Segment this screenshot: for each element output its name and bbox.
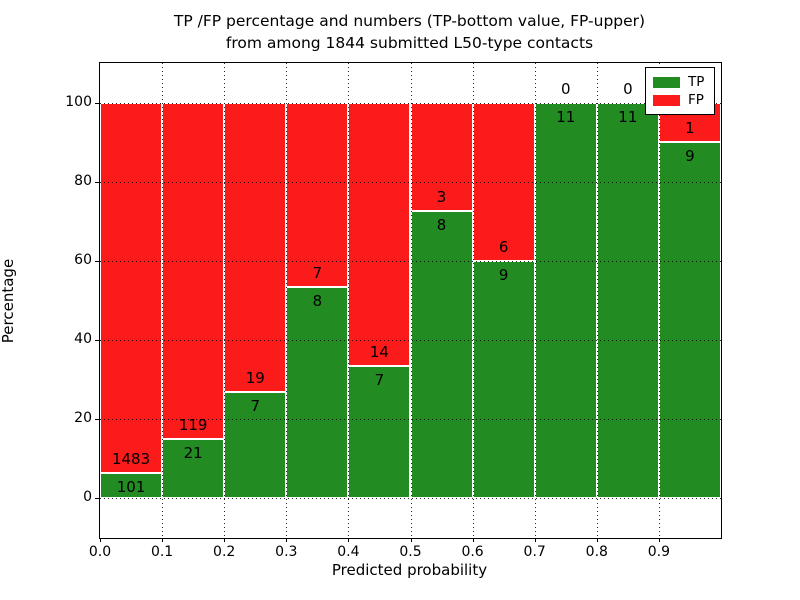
x-tick-label-9: 0.9 [647, 544, 671, 560]
y-axis-label: Percentage [0, 258, 17, 344]
tp-count-label-4: 7 [374, 371, 385, 390]
bar-segment-fp-4 [348, 102, 411, 367]
bar-segment-tp-6 [472, 260, 535, 499]
tp-count-label-6: 9 [498, 265, 509, 284]
fp-count-label-1: 119 [178, 416, 208, 435]
fp-count-label-5: 3 [436, 187, 447, 206]
x-tick-label-1: 0.1 [150, 544, 174, 560]
tp-swatch-icon [653, 76, 680, 88]
x-tick-mark-0 [100, 538, 101, 542]
y-tick-label-0: 0 [83, 489, 92, 506]
gridline-horizontal-2 [100, 340, 721, 342]
tp-count-label-0: 101 [116, 478, 146, 497]
bar-segment-tp-5 [410, 210, 473, 499]
gridline-vertical-4 [348, 63, 350, 538]
x-tick-mark-4 [348, 538, 350, 542]
tp-count-label-8: 11 [618, 107, 638, 126]
gridline-vertical-7 [534, 63, 536, 538]
x-tick-mark-9 [658, 538, 660, 542]
fp-count-label-0: 1483 [111, 450, 151, 469]
x-tick-mark-1 [162, 538, 164, 542]
x-tick-label-3: 0.3 [275, 544, 298, 560]
tp-count-label-1: 21 [183, 444, 203, 463]
chart-title: TP /FP percentage and numbers (TP-bottom… [99, 10, 720, 54]
bar-segment-tp-3 [286, 287, 349, 499]
fp-count-label-9: 1 [685, 119, 695, 138]
x-tick-label-4: 0.4 [337, 544, 360, 560]
bar-segment-tp-9 [658, 142, 721, 499]
bar-segment-fp-6 [472, 102, 535, 261]
y-tick-mark-5 [95, 102, 99, 104]
legend-label-tp: TP [688, 74, 705, 90]
x-tick-mark-7 [534, 538, 536, 542]
fp-count-label-4: 14 [369, 343, 389, 362]
bar-segment-tp-4 [348, 366, 411, 499]
x-tick-label-7: 0.7 [523, 544, 546, 560]
y-tick-mark-2 [95, 340, 99, 342]
y-tick-label-4: 80 [74, 172, 92, 189]
bar-segment-tp-8 [596, 102, 659, 499]
y-tick-mark-1 [95, 419, 99, 421]
fp-swatch-icon [653, 94, 680, 106]
gridline-vertical-8 [596, 63, 598, 538]
bar-segment-tp-7 [534, 102, 597, 499]
gridline-horizontal-3 [100, 260, 721, 262]
y-tick-label-2: 40 [74, 331, 92, 348]
gridline-vertical-3 [286, 63, 288, 538]
gridline-horizontal-0 [100, 498, 721, 500]
bar-segment-fp-1 [162, 102, 225, 440]
bar-segment-tp-1 [162, 439, 225, 499]
y-tick-mark-4 [95, 181, 99, 183]
bar-segment-fp-0 [100, 102, 163, 474]
legend: TP FP [645, 67, 715, 115]
tp-count-label-9: 9 [685, 147, 695, 166]
legend-label-fp: FP [688, 92, 704, 108]
tp-count-label-5: 8 [436, 215, 447, 234]
bar-segment-fp-2 [224, 102, 287, 392]
y-tick-label-5: 100 [65, 93, 92, 110]
bar-segment-tp-0 [100, 473, 163, 499]
y-tick-label-1: 20 [74, 410, 92, 427]
x-tick-mark-2 [224, 538, 226, 542]
fp-count-label-3: 7 [312, 264, 323, 283]
x-tick-label-5: 0.5 [399, 544, 422, 560]
fp-count-label-6: 6 [498, 237, 509, 256]
tp-count-label-7: 11 [556, 107, 576, 126]
x-tick-mark-8 [596, 538, 598, 542]
legend-item-tp: TP [653, 73, 714, 91]
plot-area: TP FP 1483 101 119 21 19 7 7 8 14 7 3 8 6 9 0 11 0 11 1 9 0.… [65, 62, 722, 560]
bar-segment-fp-3 [286, 102, 349, 288]
gridline-vertical-5 [410, 63, 412, 538]
x-tick-mark-6 [472, 538, 474, 542]
y-tick-label-3: 60 [74, 251, 92, 268]
gridline-horizontal-4 [100, 181, 721, 183]
x-tick-label-2: 0.2 [213, 544, 236, 560]
legend-item-fp: FP [653, 91, 714, 109]
gridline-horizontal-5 [100, 102, 721, 104]
x-tick-label-0: 0.0 [88, 544, 112, 560]
gridline-vertical-2 [224, 63, 226, 538]
x-axis-label: Predicted probability [331, 561, 488, 579]
x-tick-label-8: 0.8 [585, 544, 608, 560]
gridline-vertical-6 [472, 63, 474, 538]
chart-title-line2: from among 1844 submitted L50-type conta… [225, 34, 594, 52]
gridline-horizontal-1 [100, 419, 721, 421]
x-tick-mark-5 [410, 538, 412, 542]
x-tick-mark-3 [286, 538, 288, 542]
fp-count-label-2: 19 [245, 368, 265, 387]
gridline-vertical-9 [658, 63, 660, 538]
y-tick-mark-3 [95, 260, 99, 262]
gridline-vertical-1 [162, 63, 164, 538]
y-tick-mark-0 [95, 498, 99, 500]
tp-count-label-2: 7 [250, 396, 261, 415]
x-tick-label-6: 0.6 [461, 544, 484, 560]
fp-count-label-8: 0 [623, 79, 633, 98]
chart-title-line1: TP /FP percentage and numbers (TP-bottom… [173, 12, 646, 30]
fp-count-label-7: 0 [560, 79, 571, 98]
tp-count-label-3: 8 [312, 292, 323, 311]
